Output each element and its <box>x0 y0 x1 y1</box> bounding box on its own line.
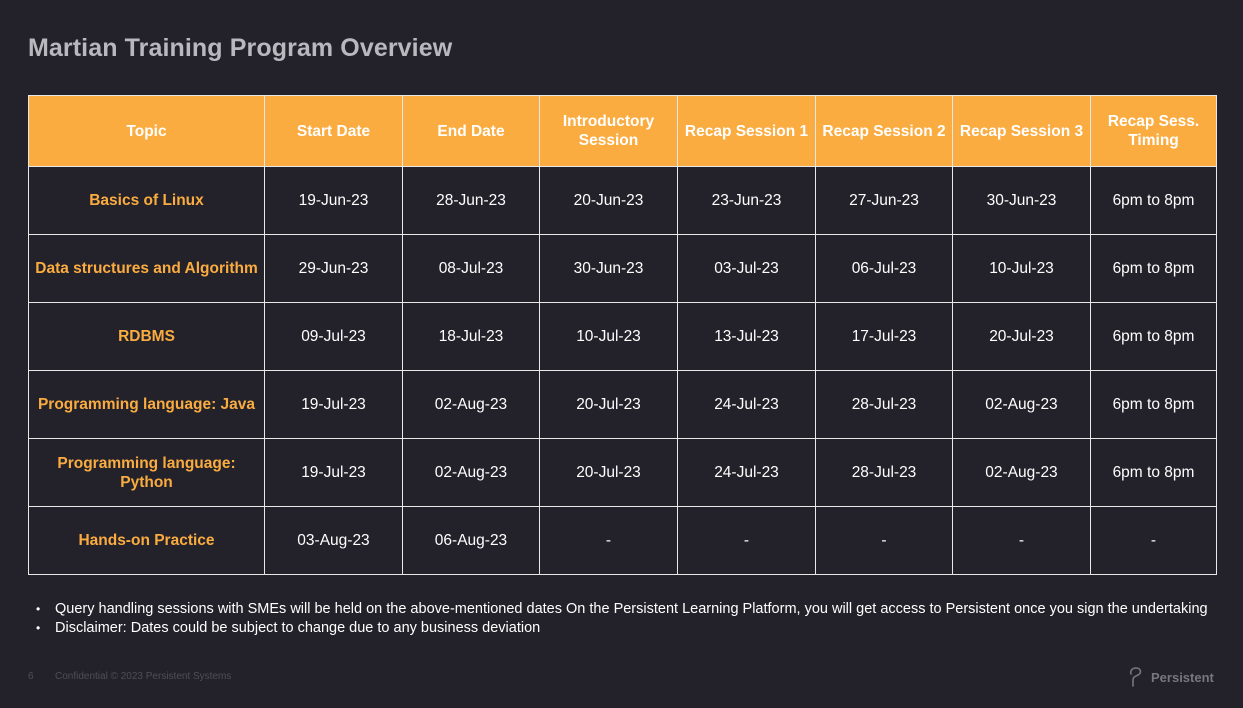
table-cell: 08-Jul-23 <box>402 234 540 303</box>
table-cell: 02-Aug-23 <box>402 438 540 507</box>
table-cell: 03-Aug-23 <box>264 506 403 575</box>
note-text: Query handling sessions with SMEs will b… <box>55 601 1208 617</box>
table-cell: 13-Jul-23 <box>677 302 816 371</box>
table-cell: 28-Jul-23 <box>815 370 953 439</box>
table-cell: 03-Jul-23 <box>677 234 816 303</box>
table-cell: 6pm to 8pm <box>1090 438 1217 507</box>
note-item: • Query handling sessions with SMEs will … <box>36 600 1208 619</box>
table-cell: 29-Jun-23 <box>264 234 403 303</box>
topic-cell: Programming language: Python <box>28 438 265 507</box>
column-header: Introductory Session <box>539 95 678 167</box>
table-cell: 10-Jul-23 <box>539 302 678 371</box>
table-cell: 06-Aug-23 <box>402 506 540 575</box>
table-cell: 28-Jul-23 <box>815 438 953 507</box>
table-cell: - <box>539 506 678 575</box>
table-cell: 17-Jul-23 <box>815 302 953 371</box>
topic-cell: RDBMS <box>28 302 265 371</box>
notes-list: • Query handling sessions with SMEs will … <box>36 600 1208 637</box>
table-cell: 6pm to 8pm <box>1090 370 1217 439</box>
table-row: Programming language: Python 19-Jul-23 02-… <box>28 438 1217 507</box>
table-cell: - <box>1090 506 1217 575</box>
bullet-icon: • <box>36 620 41 635</box>
training-schedule-table: Topic Start Date End Date Introductory Sess… <box>28 95 1217 575</box>
table-cell: 18-Jul-23 <box>402 302 540 371</box>
table-cell: 30-Jun-23 <box>539 234 678 303</box>
table-cell: 20-Jul-23 <box>952 302 1091 371</box>
table-row: Basics of Linux 19-Jun-23 28-Jun-23 20-Jun-… <box>28 166 1217 235</box>
topic-cell: Programming language: Java <box>28 370 265 439</box>
table-cell: 19-Jun-23 <box>264 166 403 235</box>
table-cell: 30-Jun-23 <box>952 166 1091 235</box>
table-cell: 24-Jul-23 <box>677 370 816 439</box>
table-cell: 20-Jun-23 <box>539 166 678 235</box>
table-cell: 10-Jul-23 <box>952 234 1091 303</box>
bullet-icon: • <box>36 602 41 616</box>
column-header: Start Date <box>264 95 403 167</box>
table-cell: 28-Jun-23 <box>402 166 540 235</box>
table-cell: 24-Jul-23 <box>677 438 816 507</box>
table-cell: 09-Jul-23 <box>264 302 403 371</box>
persistent-logo-icon <box>1129 667 1142 687</box>
table-body: Basics of Linux 19-Jun-23 28-Jun-23 20-Jun-… <box>28 166 1217 575</box>
note-text: Disclaimer: Dates could be subject to ch… <box>55 619 541 636</box>
table-cell: 02-Aug-23 <box>952 438 1091 507</box>
table-cell: 20-Jul-23 <box>539 438 678 507</box>
topic-cell: Hands-on Practice <box>28 506 265 575</box>
column-header: Recap Session 3 <box>952 95 1091 167</box>
table-cell: - <box>815 506 953 575</box>
confidential-notice: Confidential © 2023 Persistent Systems <box>55 671 232 682</box>
column-header: Topic <box>28 95 265 167</box>
table-header-row: Topic Start Date End Date Introductory Sess… <box>28 95 1217 167</box>
page-number: 6 <box>28 671 34 682</box>
table-cell: 23-Jun-23 <box>677 166 816 235</box>
table-cell: 06-Jul-23 <box>815 234 953 303</box>
column-header: End Date <box>402 95 540 167</box>
table-cell: - <box>677 506 816 575</box>
table-cell: 19-Jul-23 <box>264 370 403 439</box>
table-cell: 6pm to 8pm <box>1090 234 1217 303</box>
table-cell: 27-Jun-23 <box>815 166 953 235</box>
table-cell: 6pm to 8pm <box>1090 302 1217 371</box>
persistent-logo: Persistent <box>1127 667 1214 687</box>
column-header: Recap Session 2 <box>815 95 953 167</box>
topic-cell: Basics of Linux <box>28 166 265 235</box>
table-row: Programming language: Java 19-Jul-23 02-Au… <box>28 370 1217 439</box>
table-cell: 02-Aug-23 <box>952 370 1091 439</box>
column-header: Recap Session 1 <box>677 95 816 167</box>
table-row: RDBMS 09-Jul-23 18-Jul-23 10-Jul-23 13-Jul-2… <box>28 302 1217 371</box>
table-row: Data structures and Algorithm 29-Jun-23 08… <box>28 234 1217 303</box>
table-cell: - <box>952 506 1091 575</box>
column-header: Recap Sess. Timing <box>1090 95 1217 167</box>
topic-cell: Data structures and Algorithm <box>28 234 265 303</box>
note-item: • Disclaimer: Dates could be subject to c… <box>36 619 1208 638</box>
slide-title: Martian Training Program Overview <box>28 34 453 62</box>
table-cell: 6pm to 8pm <box>1090 166 1217 235</box>
table-cell: 20-Jul-23 <box>539 370 678 439</box>
logo-text: Persistent <box>1151 669 1214 685</box>
table-cell: 02-Aug-23 <box>402 370 540 439</box>
table-row: Hands-on Practice 03-Aug-23 06-Aug-23- - - - - <box>28 506 1217 575</box>
table-cell: 19-Jul-23 <box>264 438 403 507</box>
